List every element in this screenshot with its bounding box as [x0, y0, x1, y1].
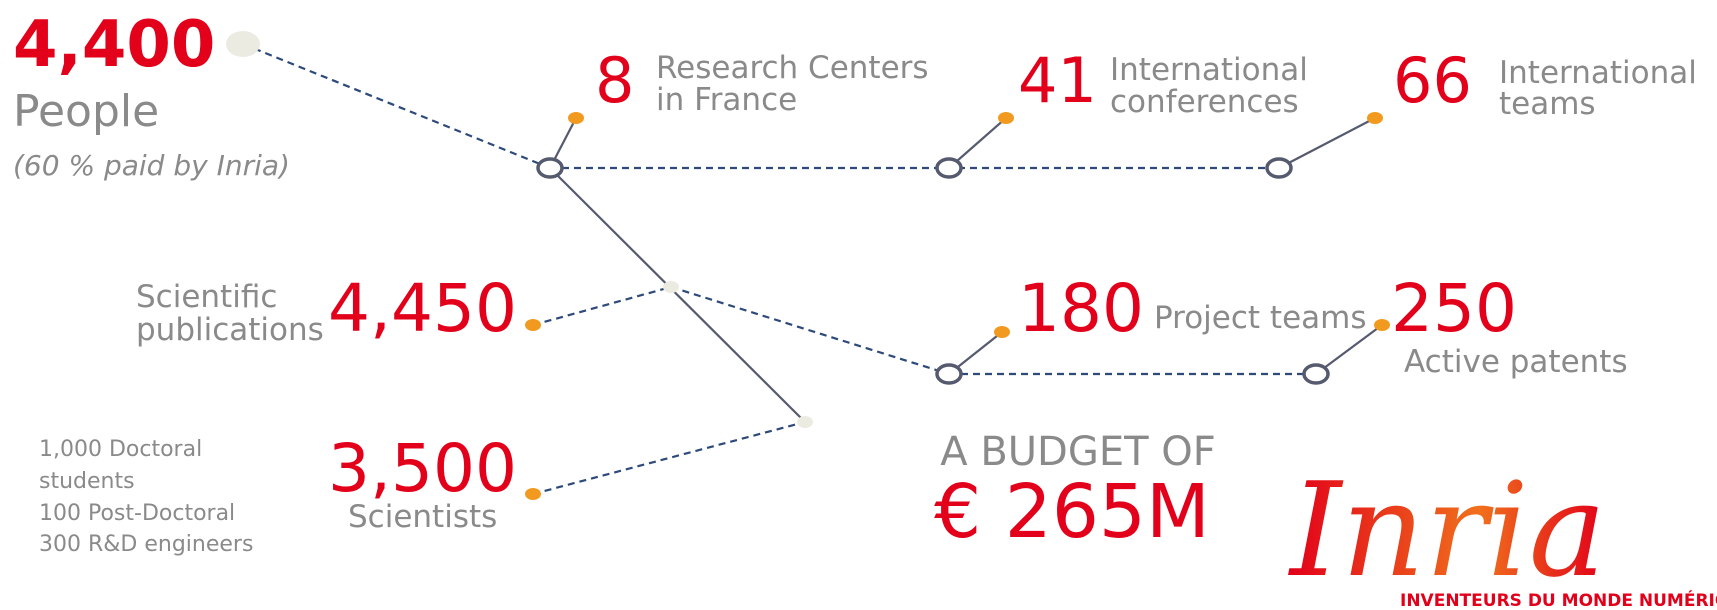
budget-value: € 265M	[934, 469, 1210, 555]
connectors	[226, 31, 1390, 500]
stat-value: 41	[1018, 44, 1097, 117]
stat-label: teams	[1499, 86, 1596, 122]
people-note: (60 % paid by Inria)	[13, 149, 290, 182]
stat-label: publications	[136, 312, 324, 348]
stat-label: Scientific	[136, 279, 277, 315]
stat-value: 8	[595, 44, 634, 117]
stat-value: 4,450	[328, 270, 517, 347]
staff-line: students	[39, 469, 135, 494]
staff-line: 100 Post-Doctoral	[39, 501, 235, 526]
logo: Inria	[1288, 454, 1606, 606]
stat-label: International	[1110, 52, 1308, 88]
stat-value: 180	[1018, 270, 1144, 347]
stat-label: Active patents	[1404, 344, 1628, 380]
stat-value: 3,500	[328, 430, 517, 507]
staff-line: 1,000 Doctoral	[39, 437, 202, 462]
stat-label: Project teams	[1154, 300, 1367, 336]
stat-value: 66	[1393, 44, 1472, 117]
stat-label: conferences	[1110, 84, 1299, 120]
stat-value: 250	[1391, 270, 1517, 347]
stat-label: Scientists	[348, 499, 497, 535]
people-label: People	[13, 86, 159, 137]
logo-tagline: INVENTEURS DU MONDE NUMÉRIQUE	[1400, 589, 1717, 610]
stat-label: in France	[656, 82, 797, 118]
staff-line: 300 R&D engineers	[39, 532, 253, 557]
people-value: 4,400	[13, 8, 215, 82]
budget-label: A BUDGET OF	[940, 429, 1216, 475]
stat-label: International	[1499, 55, 1697, 91]
stat-label: Research Centers	[656, 50, 929, 86]
